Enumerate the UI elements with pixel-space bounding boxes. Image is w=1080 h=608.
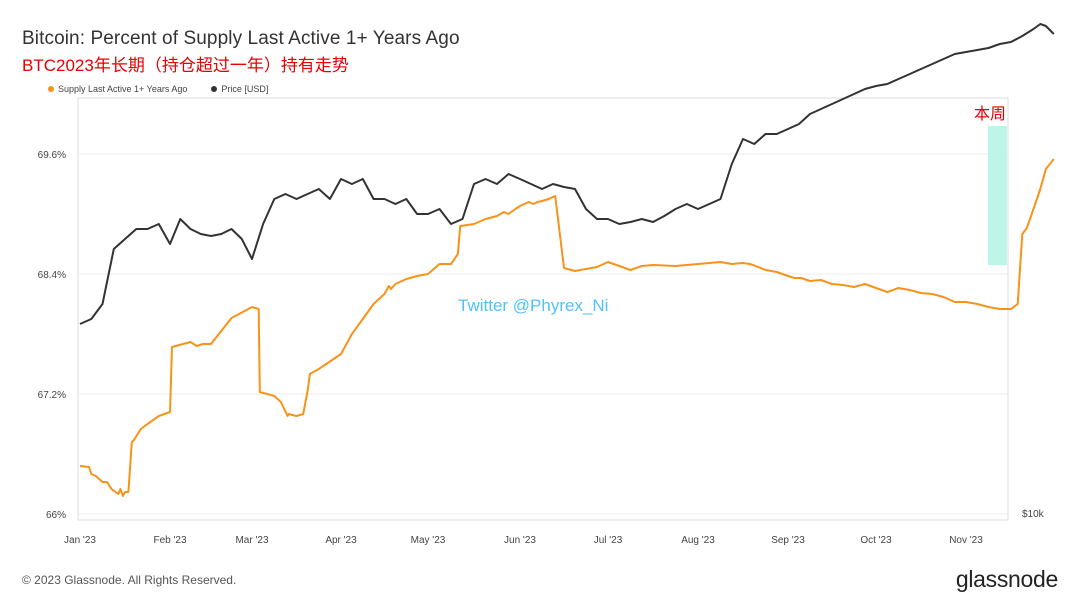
legend-label-price: Price [USD] — [221, 84, 269, 94]
y-axis-tick: 68.4% — [38, 270, 66, 281]
series-supply-line — [79, 158, 1055, 497]
legend-dot-price — [211, 86, 218, 92]
x-axis-tick: Jul '23 — [594, 535, 623, 546]
glassnode-logo: glassnode — [955, 566, 1058, 592]
grid-lines — [78, 153, 1008, 515]
y-axis-tick: 66% — [46, 510, 66, 521]
x-axis-tick: Sep '23 — [771, 535, 805, 546]
series-price-line — [79, 23, 1055, 325]
x-axis-tick: Apr '23 — [325, 535, 357, 546]
chart-subtitle: BTC2023年长期（持仓超过一年）持有走势 — [22, 56, 349, 75]
annotation-this-week: 本周 — [974, 104, 1006, 123]
y-right-tick: $10k — [1022, 509, 1045, 520]
watermark-text: Twitter @Phyrex_Ni — [458, 296, 608, 315]
legend-item-price[interactable]: Price [USD] — [211, 84, 268, 94]
y-axis-ticks: 66% 67.2% 68.4% 69.6% — [38, 150, 66, 521]
y-axis-tick: 67.2% — [38, 390, 66, 401]
x-axis-tick: Jan '23 — [64, 535, 96, 546]
legend-label-supply: Supply Last Active 1+ Years Ago — [58, 84, 188, 94]
x-axis-tick: Mar '23 — [235, 535, 268, 546]
x-axis-tick: Nov '23 — [949, 535, 983, 546]
x-axis-tick: May '23 — [411, 535, 446, 546]
this-week-highlight — [988, 126, 1007, 265]
x-axis-tick: Jun '23 — [504, 535, 536, 546]
x-axis-tick: Feb '23 — [153, 535, 186, 546]
x-axis-tick: Aug '23 — [681, 535, 715, 546]
chart-legend: Supply Last Active 1+ Years Ago Price [U… — [48, 84, 268, 94]
chart-title: Bitcoin: Percent of Supply Last Active 1… — [22, 28, 460, 49]
legend-dot-supply — [48, 86, 54, 92]
x-axis-ticks: Jan '23 Feb '23 Mar '23 Apr '23 May '23 Jun '… — [64, 535, 983, 546]
legend-item-supply[interactable]: Supply Last Active 1+ Years Ago — [48, 84, 187, 94]
y-axis-tick: 69.6% — [38, 150, 66, 161]
copyright-footer: © 2023 Glassnode. All Rights Reserved. — [22, 573, 237, 587]
x-axis-tick: Oct '23 — [860, 535, 892, 546]
plot-area — [77, 97, 1009, 521]
